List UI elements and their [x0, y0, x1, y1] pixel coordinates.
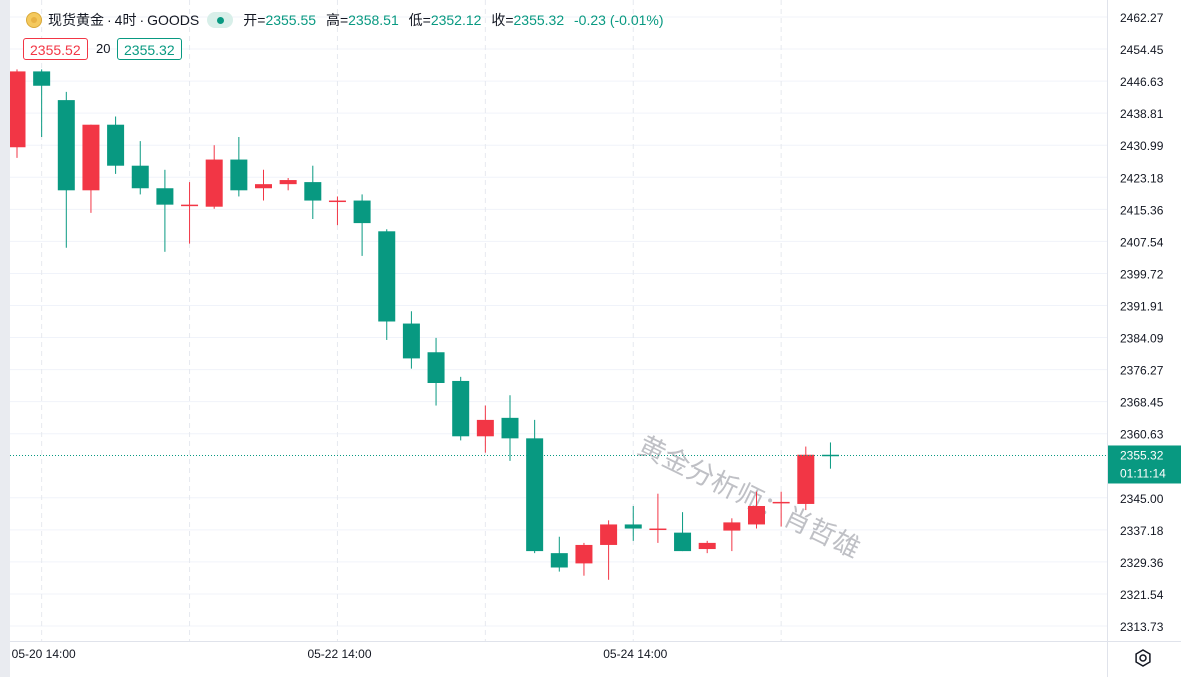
- candle-body: [10, 71, 26, 148]
- price-tick-label: 2423.18: [1120, 171, 1164, 185]
- candle-body: [57, 100, 75, 191]
- change-value: -0.23 (-0.01%): [574, 12, 664, 28]
- candle-body: [181, 204, 199, 207]
- candle-body: [501, 417, 519, 439]
- title-separator: ·: [107, 12, 112, 28]
- high-value: 2358.51: [348, 12, 399, 28]
- price-tag-background: [1108, 445, 1181, 484]
- title-separator: ·: [139, 12, 145, 28]
- candle-body: [230, 159, 248, 191]
- candle-body: [82, 124, 100, 191]
- candle-body: [649, 528, 667, 531]
- candle-body: [107, 124, 125, 166]
- candle-body: [304, 182, 322, 201]
- price-axis[interactable]: 2462.27 2454.45 2446.63 2438.81 2430.99 2423.…: [1120, 11, 1164, 634]
- price-tick-label: 2376.27: [1120, 364, 1164, 378]
- candle-body: [748, 505, 765, 525]
- price-tick-label: 2438.81: [1120, 107, 1164, 121]
- candle-body: [674, 532, 692, 552]
- price-tick-label: 2337.18: [1120, 524, 1164, 538]
- price-tick-label: 2391.91: [1120, 299, 1164, 313]
- symbol-header: 现货黄金 · 4时 · GOODS 开=2355.55 高=2358.51 低=…: [26, 10, 670, 30]
- high-label: 高=: [325, 12, 349, 28]
- candle-body: [698, 542, 716, 550]
- interval-label[interactable]: 4时: [114, 12, 137, 28]
- candle-body: [353, 200, 371, 224]
- price-tick-label: 2415.36: [1120, 203, 1164, 217]
- time-tick-label: 05-22 14:00: [307, 647, 371, 661]
- bid-price-button[interactable]: 2355.52: [23, 38, 88, 60]
- ask-price-button[interactable]: 2355.32: [117, 38, 182, 60]
- price-tick-label: 2430.99: [1120, 139, 1164, 153]
- last-price-tag: 2355.32 01:11:14: [1108, 445, 1181, 484]
- close-label: 收=: [491, 12, 514, 28]
- candle-body: [526, 438, 544, 552]
- price-tick-label: 2329.36: [1120, 556, 1164, 570]
- low-label: 低=: [408, 12, 431, 28]
- last-price-label: 2355.32: [1120, 448, 1164, 462]
- candle-body: [378, 231, 396, 322]
- candle-body: [402, 323, 420, 359]
- price-tick-label: 2446.63: [1120, 75, 1164, 89]
- spread-value: 20: [96, 41, 111, 56]
- open-label: 开=: [243, 12, 266, 28]
- symbol-name[interactable]: 现货黄金: [48, 12, 104, 28]
- candle-body: [255, 184, 272, 189]
- candle-body: [723, 522, 741, 531]
- candle-body: [797, 454, 815, 504]
- price-tick-label: 2345.00: [1120, 492, 1164, 506]
- candle-body: [476, 419, 494, 437]
- price-tick-label: 2399.72: [1120, 267, 1164, 281]
- candle-body: [131, 165, 149, 189]
- candle-body: [33, 71, 51, 86]
- candle-body: [156, 188, 174, 205]
- ohlc-values: 开=2355.55 高=2358.51 低=2352.12 收=2355.32 …: [243, 10, 669, 30]
- candle-body: [328, 200, 346, 203]
- candle-body: [821, 454, 839, 457]
- close-value: 2355.32: [513, 12, 565, 28]
- time-axis[interactable]: 05-20 14:00 05-22 14:00 05-24 14:00: [12, 647, 668, 661]
- status-dot-icon: [216, 16, 224, 24]
- gear-icon[interactable]: [1133, 648, 1153, 668]
- coin-icon: [26, 12, 42, 28]
- candles: [10, 69, 839, 580]
- source-label: GOODS: [147, 12, 200, 28]
- chart-frame: 黄金分析师：肖哲雄 2462.27 2454.45 2446.63 2438.81 24…: [10, 0, 1181, 677]
- price-tick-label: 2313.73: [1120, 620, 1164, 634]
- price-tick-label: 2407.54: [1120, 235, 1164, 249]
- market-status-indicator[interactable]: [207, 12, 234, 28]
- candle-body: [452, 380, 470, 437]
- price-tick-label: 2360.63: [1120, 428, 1164, 442]
- price-tick-label: 2454.45: [1120, 43, 1164, 57]
- candle-body: [575, 544, 593, 564]
- countdown-label: 01:11:14: [1120, 466, 1166, 480]
- time-tick-label: 05-24 14:00: [603, 647, 667, 661]
- candle-body: [772, 501, 790, 504]
- candle-body: [600, 524, 618, 545]
- price-tick-label: 2384.09: [1120, 332, 1164, 346]
- price-tick-label: 2462.27: [1120, 11, 1164, 25]
- price-tick-label: 2368.45: [1120, 396, 1164, 410]
- grid: [10, 0, 1181, 677]
- time-tick-label: 05-20 14:00: [12, 647, 76, 661]
- open-value: 2355.55: [265, 12, 317, 28]
- candle-body: [427, 352, 445, 383]
- candle-body: [624, 524, 642, 529]
- low-value: 2352.12: [430, 12, 482, 28]
- candlestick-chart[interactable]: 黄金分析师：肖哲雄 2462.272454.452446.632438.8124…: [10, 0, 1181, 677]
- candle-body: [279, 180, 297, 185]
- candle-body: [205, 159, 223, 207]
- price-tick-label: 2321.54: [1120, 588, 1164, 602]
- candle-body: [550, 553, 568, 568]
